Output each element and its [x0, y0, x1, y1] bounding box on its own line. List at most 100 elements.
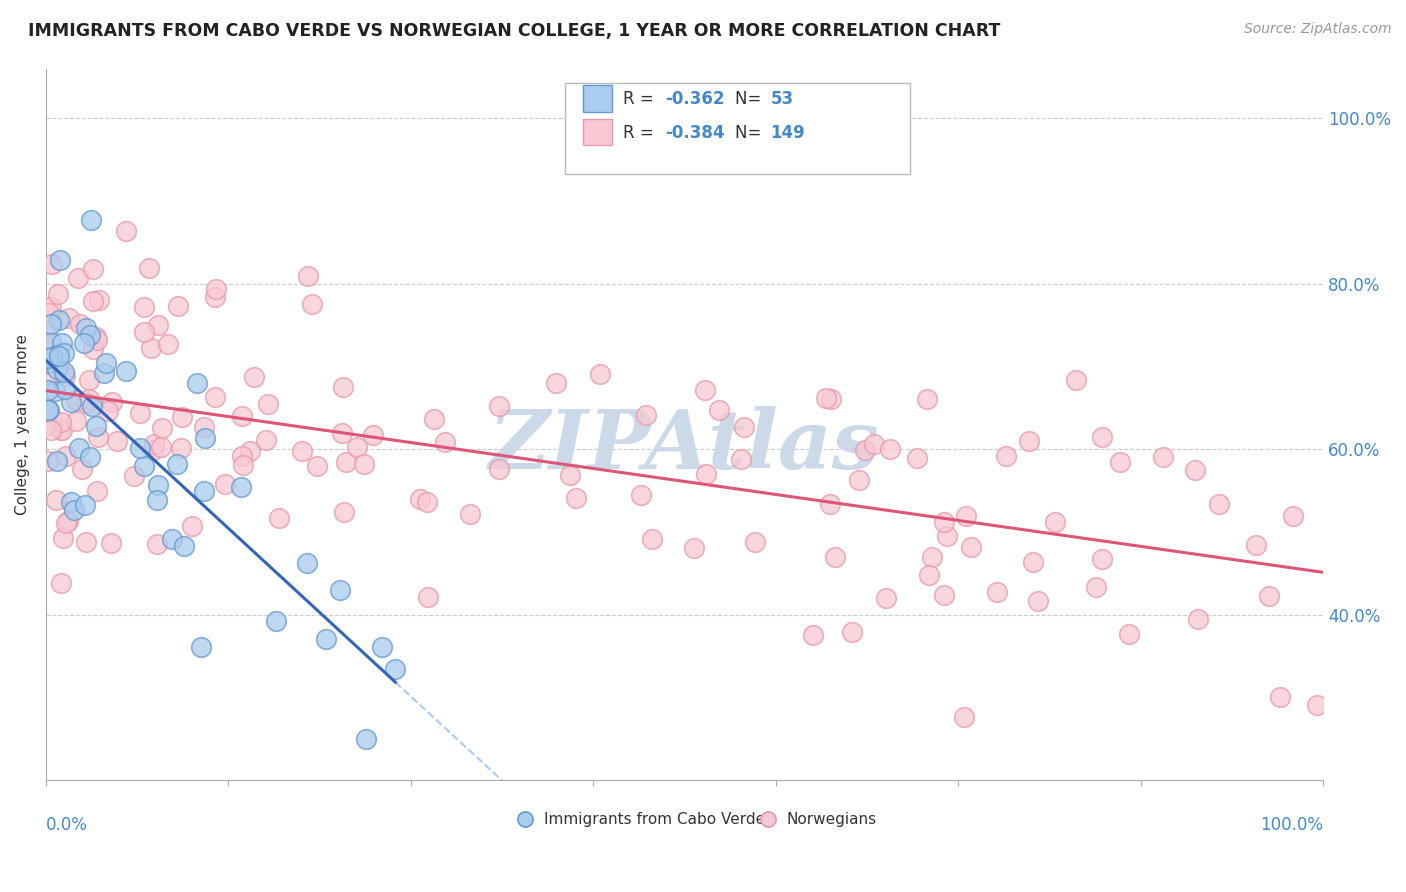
Point — [122, 468, 145, 483]
Point — [86, 483, 108, 498]
Text: ZIPAtlas: ZIPAtlas — [489, 406, 880, 485]
Point — [156, 336, 179, 351]
Point — [257, 397, 280, 411]
Point — [295, 557, 318, 571]
Point — [239, 444, 262, 458]
Point — [332, 379, 354, 393]
Point — [194, 431, 217, 445]
Point — [409, 492, 432, 507]
Point — [193, 483, 215, 498]
Text: IMMIGRANTS FROM CABO VERDE VS NORWEGIAN COLLEGE, 1 YEAR OR MORE CORRELATION CHAR: IMMIGRANTS FROM CABO VERDE VS NORWEGIAN … — [28, 22, 1001, 40]
Point — [707, 403, 730, 417]
Point — [60, 494, 83, 508]
Point — [44, 384, 66, 399]
Point — [231, 449, 253, 463]
Point — [1091, 430, 1114, 444]
Point — [363, 428, 385, 442]
Point — [231, 480, 253, 494]
Point — [824, 550, 846, 565]
Point — [73, 335, 96, 350]
Point — [915, 392, 938, 406]
Point — [128, 441, 150, 455]
Point — [35, 418, 58, 433]
Point — [841, 624, 863, 639]
Point — [434, 435, 457, 450]
Point — [955, 509, 977, 524]
Point — [1208, 497, 1230, 511]
Point — [84, 329, 107, 343]
Point — [935, 528, 957, 542]
Point — [82, 261, 104, 276]
Point — [150, 420, 173, 434]
Point — [820, 392, 842, 406]
Point — [41, 257, 63, 271]
Point — [335, 455, 357, 469]
Point — [875, 591, 897, 605]
Point — [214, 477, 236, 491]
Point — [146, 477, 169, 491]
Point — [354, 731, 377, 746]
Point — [37, 356, 59, 370]
Point — [148, 318, 170, 332]
Point — [423, 412, 446, 426]
Point — [128, 406, 150, 420]
Point — [932, 588, 955, 602]
Point — [80, 213, 103, 227]
Point — [41, 368, 63, 383]
Point — [41, 350, 63, 364]
Point — [986, 584, 1008, 599]
Point — [93, 366, 115, 380]
Point — [330, 425, 353, 440]
Point — [1109, 455, 1132, 469]
Point — [416, 495, 439, 509]
Point — [305, 459, 328, 474]
Point — [45, 492, 67, 507]
Point — [1045, 515, 1067, 529]
Text: 100.0%: 100.0% — [1260, 815, 1323, 834]
Point — [79, 328, 101, 343]
Point — [1021, 555, 1043, 569]
Text: 53: 53 — [770, 90, 793, 108]
Point — [51, 576, 73, 591]
Point — [205, 282, 228, 296]
Point — [89, 293, 111, 307]
Point — [905, 450, 928, 465]
Point — [1244, 539, 1267, 553]
Point — [315, 632, 337, 646]
Point — [730, 452, 752, 467]
Point — [204, 290, 226, 304]
Point — [86, 333, 108, 347]
Text: R =: R = — [623, 90, 659, 108]
Point — [1282, 508, 1305, 523]
Point — [848, 473, 870, 487]
Point — [232, 458, 254, 472]
Point — [101, 395, 124, 409]
Point — [329, 583, 352, 598]
Point — [167, 299, 190, 313]
Point — [97, 403, 120, 417]
Point — [141, 341, 163, 355]
Point — [53, 369, 76, 384]
Point — [41, 412, 63, 426]
Point — [267, 510, 290, 524]
Point — [818, 497, 841, 511]
Point — [48, 313, 70, 327]
Point — [814, 391, 837, 405]
Point — [170, 441, 193, 455]
Point — [53, 365, 76, 379]
Point — [1258, 589, 1281, 603]
Point — [65, 393, 87, 408]
Point — [1118, 627, 1140, 641]
Point — [384, 662, 406, 676]
Point — [162, 533, 184, 547]
Point — [166, 457, 188, 471]
Text: 149: 149 — [770, 124, 806, 142]
Point — [695, 383, 717, 397]
Point — [37, 351, 59, 365]
Point — [132, 459, 155, 474]
Point — [56, 514, 79, 528]
Point — [53, 382, 76, 396]
Text: -0.384: -0.384 — [665, 124, 724, 142]
Point — [952, 710, 974, 724]
Point — [79, 392, 101, 406]
